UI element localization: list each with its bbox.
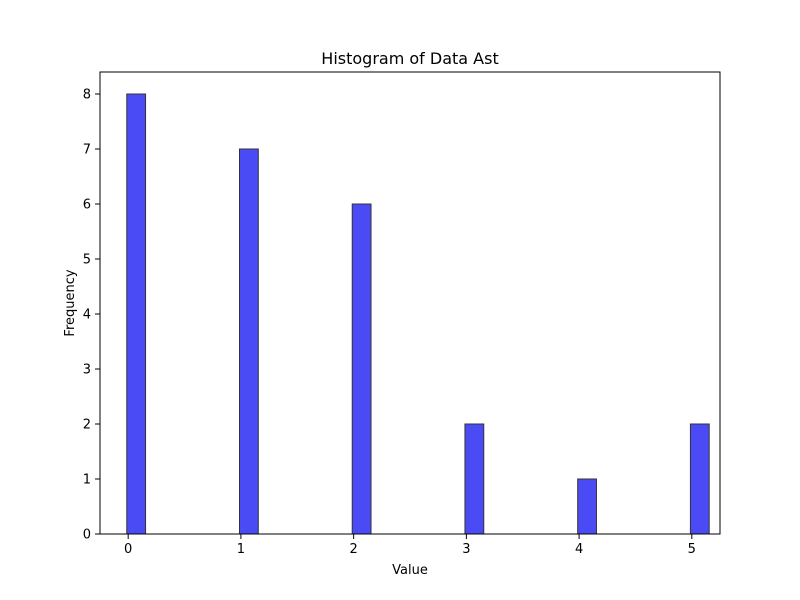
chart-title: Histogram of Data Ast bbox=[321, 49, 498, 68]
plot-frame bbox=[99, 71, 721, 535]
y-tick-label: 2 bbox=[83, 418, 91, 433]
x-tick-label: 1 bbox=[237, 542, 245, 557]
y-tick-label: 3 bbox=[83, 363, 91, 378]
y-tick-label: 0 bbox=[83, 528, 91, 543]
bars-layer bbox=[126, 93, 710, 535]
y-tick-label: 7 bbox=[83, 143, 91, 158]
y-tick-label: 6 bbox=[83, 198, 91, 213]
histogram-bar bbox=[577, 478, 597, 535]
x-tick-label: 2 bbox=[349, 542, 357, 557]
histogram-bar bbox=[351, 203, 372, 535]
x-axis-label: Value bbox=[392, 563, 428, 578]
histogram-bar bbox=[239, 148, 259, 535]
histogram-bar bbox=[689, 423, 710, 535]
x-tick-label: 0 bbox=[124, 542, 132, 557]
x-tick-label: 4 bbox=[575, 542, 583, 557]
x-tick-label: 3 bbox=[462, 542, 470, 557]
y-axis-label: Frequency bbox=[63, 269, 78, 336]
y-tick-label: 8 bbox=[83, 88, 91, 103]
y-tick-label: 1 bbox=[83, 473, 91, 488]
ticks-layer: 0 1 2 3 4 5 0 1 2 3 4 5 6 7 8 bbox=[83, 88, 696, 558]
histogram-bar bbox=[464, 423, 485, 535]
x-tick-label: 5 bbox=[688, 542, 696, 557]
y-tick-label: 5 bbox=[83, 253, 91, 268]
y-tick-label: 4 bbox=[83, 308, 91, 323]
histogram-bar bbox=[126, 93, 147, 535]
